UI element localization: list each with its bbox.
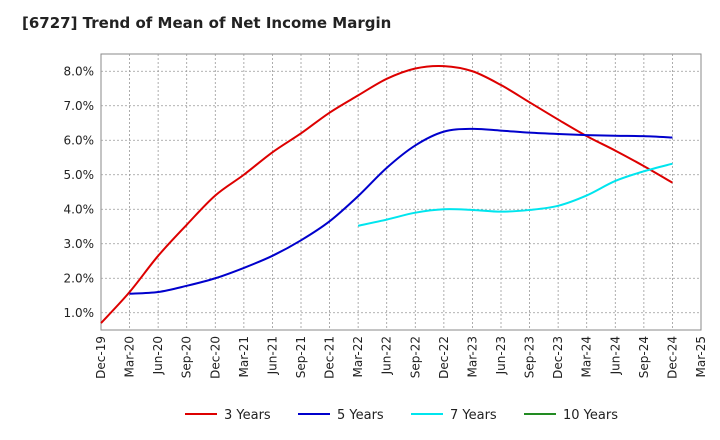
x-tick-label: Sep-22 [408,336,422,378]
x-tick-label: Mar-21 [237,336,251,377]
x-tick-label: Jun-22 [380,336,394,375]
x-tick-label: Dec-20 [208,336,222,379]
x-tick-label: Dec-21 [323,336,337,379]
x-tick-label: Mar-20 [123,336,137,377]
x-axis: Dec-19 Mar-20 Jun-20 Sep-20 Dec-20 Mar-21 Jun-… [94,336,708,379]
x-tick-label: Sep-20 [180,336,194,378]
y-tick-label: 7.0% [64,99,95,113]
legend-label: 5 Years [337,408,384,423]
x-tick-label: Jun-23 [494,336,508,375]
y-tick-label: 8.0% [64,64,95,78]
x-tick-label: Jun-24 [608,336,622,375]
legend-label: 10 Years [563,408,618,423]
x-tick-label: Mar-23 [465,336,479,377]
legend: 3 Years 5 Years 7 Years 10 Years [185,408,618,423]
x-tick-label: Dec-23 [551,336,565,379]
x-tick-label: Sep-23 [523,336,537,378]
x-tick-label: Jun-21 [265,336,279,375]
y-tick-label: 3.0% [64,237,95,251]
y-tick-label: 1.0% [64,306,95,320]
x-tick-label: Dec-22 [437,336,451,379]
chart-title: [6727] Trend of Mean of Net Income Margi… [22,14,392,32]
grid [101,54,701,330]
y-tick-label: 6.0% [64,133,95,147]
series-line-1 [100,64,673,324]
legend-label: 7 Years [450,408,497,423]
x-tick-label: Jun-20 [151,336,165,375]
y-axis: 1.0% 2.0% 3.0% 4.0% 5.0% 6.0% 7.0% 8.0% [64,64,95,320]
x-tick-label: Mar-25 [694,336,708,377]
plot-area [100,53,702,331]
series-line-3 [357,162,673,227]
x-tick-label: Dec-19 [94,336,108,379]
legend-label: 3 Years [224,408,271,423]
x-tick-label: Mar-22 [351,336,365,377]
x-tick-label: Sep-24 [637,336,651,378]
x-tick-label: Mar-24 [580,336,594,377]
y-tick-label: 2.0% [64,271,95,285]
series-lines [100,64,673,324]
series-line-2 [129,127,673,295]
y-tick-label: 5.0% [64,168,95,182]
x-tick-label: Dec-24 [665,336,679,379]
y-tick-label: 4.0% [64,202,95,216]
x-tick-label: Sep-21 [294,336,308,378]
